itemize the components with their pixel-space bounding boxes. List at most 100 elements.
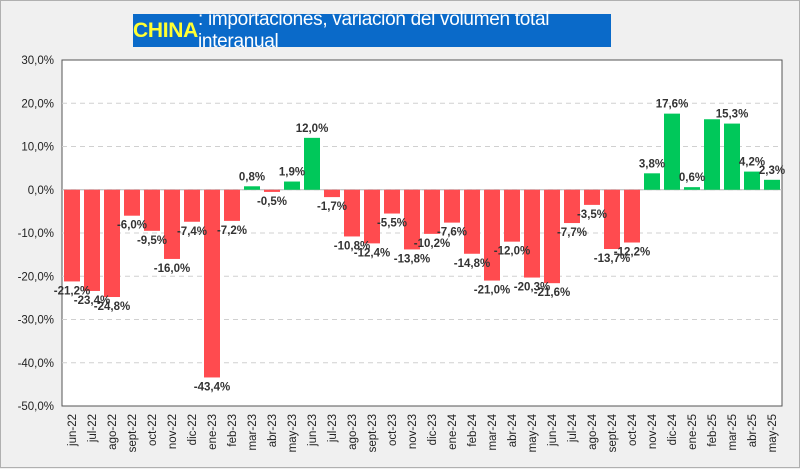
x-tick-label: sept-23 — [367, 414, 379, 452]
data-label: 17,6% — [656, 99, 689, 111]
bar-ene-24 — [444, 189, 460, 223]
data-label: -24,8% — [94, 301, 130, 313]
data-label: -21,2% — [54, 285, 90, 297]
x-tick-label: oct-23 — [387, 414, 399, 446]
bar-dic-22 — [184, 189, 200, 222]
data-label: -21,6% — [534, 287, 570, 299]
x-tick-label: ago-22 — [107, 414, 119, 450]
y-tick-label: 10,0% — [21, 142, 54, 154]
x-tick-label: oct-22 — [147, 414, 159, 446]
x-tick-label: ago-24 — [587, 413, 599, 449]
x-tick-label: ene-25 — [687, 414, 699, 450]
bar-mar-24 — [484, 189, 500, 281]
bar-oct-24 — [624, 189, 640, 243]
data-label: -21,0% — [474, 285, 510, 297]
y-tick-label: -10,0% — [18, 228, 54, 240]
bar-feb-24 — [464, 189, 480, 254]
y-tick-label: -50,0% — [18, 401, 54, 413]
bar-abr-24 — [504, 189, 520, 242]
data-label: 0,6% — [679, 172, 705, 184]
bar-oct-23 — [384, 189, 400, 214]
bar-mar-23 — [244, 186, 260, 190]
x-tick-label: may-23 — [287, 414, 299, 452]
bar-sept-24 — [604, 189, 620, 250]
bar-jul-24 — [564, 189, 580, 224]
data-label: -13,7% — [594, 253, 630, 265]
gridlines — [62, 102, 782, 364]
x-tick-label: dic-23 — [427, 414, 439, 445]
chart-title-country: CHINA — [133, 18, 198, 42]
x-tick-label: may-25 — [767, 414, 779, 452]
x-tick-label: abr-23 — [267, 414, 279, 447]
bars — [64, 113, 780, 378]
bar-jun-24 — [544, 189, 560, 284]
data-label: -10,8% — [334, 240, 370, 252]
data-label: -1,7% — [317, 201, 347, 213]
x-tick-label: nov-22 — [167, 414, 179, 449]
x-tick-label: jun-22 — [67, 414, 79, 447]
data-label: -7,6% — [437, 227, 467, 239]
bar-feb-23 — [224, 189, 240, 221]
bar-may-23 — [284, 181, 300, 190]
x-tick-label: nov-23 — [407, 414, 419, 449]
y-tick-label: -40,0% — [18, 358, 54, 370]
data-label: -12,4% — [354, 247, 390, 259]
bar-ene-23 — [204, 189, 220, 378]
data-label: -13,8% — [394, 253, 430, 265]
x-tick-label: nov-24 — [647, 413, 659, 449]
data-label: 0,8% — [239, 171, 265, 183]
bar-nov-22 — [164, 189, 180, 259]
data-label: -43,4% — [194, 381, 230, 393]
data-label: -0,5% — [257, 196, 287, 208]
x-tick-label: may-24 — [527, 413, 539, 452]
bar-feb-25 — [704, 119, 720, 190]
data-label: -7,2% — [217, 225, 247, 237]
bar-jul-22 — [84, 189, 100, 291]
x-tick-label: feb-23 — [227, 414, 239, 447]
y-tick-label: -30,0% — [18, 315, 54, 327]
data-label: -10,2% — [414, 238, 450, 250]
x-tick-label: jul-23 — [327, 414, 339, 443]
y-axis: 30,0% 20,0% 10,0% 0,0% -10,0% -20,0% -30,0% -40… — [18, 55, 54, 413]
data-label: -5,5% — [377, 218, 407, 230]
bar-abr-25 — [744, 171, 760, 190]
data-label: 2,3% — [759, 165, 785, 177]
x-tick-label: jun-24 — [547, 413, 559, 447]
x-tick-label: dic-24 — [667, 413, 679, 445]
bar-may-25 — [764, 179, 780, 190]
x-tick-label: mar-23 — [247, 414, 259, 450]
bar-sept-22 — [124, 189, 140, 216]
x-tick-label: jun-23 — [307, 414, 319, 447]
data-label: -14,8% — [454, 258, 490, 270]
bar-dic-24 — [664, 113, 680, 190]
bar-ago-24 — [584, 189, 600, 205]
bar-jun-22 — [64, 189, 80, 282]
data-label: 15,3% — [716, 109, 749, 121]
data-label: 12,0% — [296, 123, 329, 135]
bar-nov-23 — [404, 189, 420, 250]
bar-dic-23 — [424, 189, 440, 234]
x-tick-label: ago-23 — [347, 414, 359, 450]
x-axis: jun-22 jul-22 ago-22 sept-22 oct-22 nov-22 dic… — [67, 413, 779, 452]
bar-ago-23 — [344, 189, 360, 237]
data-label: 3,8% — [639, 158, 665, 170]
data-label: 1,9% — [279, 167, 305, 179]
x-tick-label: abr-25 — [747, 414, 759, 447]
data-label: -23,4% — [74, 295, 110, 307]
bar-sept-23 — [364, 189, 380, 244]
data-label: 4,2% — [739, 157, 765, 169]
data-labels: -21,2%-23,4%-24,8%-6,0%-9,5%-16,0%-7,4%-… — [54, 99, 785, 394]
x-tick-label: mar-24 — [487, 413, 499, 450]
x-tick-label: oct-24 — [627, 413, 639, 446]
data-label: -7,4% — [177, 226, 207, 238]
y-tick-label: 0,0% — [28, 185, 54, 197]
x-tick-label: dic-22 — [187, 414, 199, 445]
x-tick-label: feb-25 — [707, 414, 719, 447]
x-tick-label: sept-24 — [607, 413, 619, 452]
x-tick-label: abr-24 — [507, 413, 519, 447]
chart-title-text: : importaciones, variación del volumen t… — [198, 8, 550, 52]
x-tick-label: sept-22 — [127, 414, 139, 452]
data-label: -6,0% — [117, 220, 147, 232]
bar-ago-22 — [104, 189, 120, 298]
